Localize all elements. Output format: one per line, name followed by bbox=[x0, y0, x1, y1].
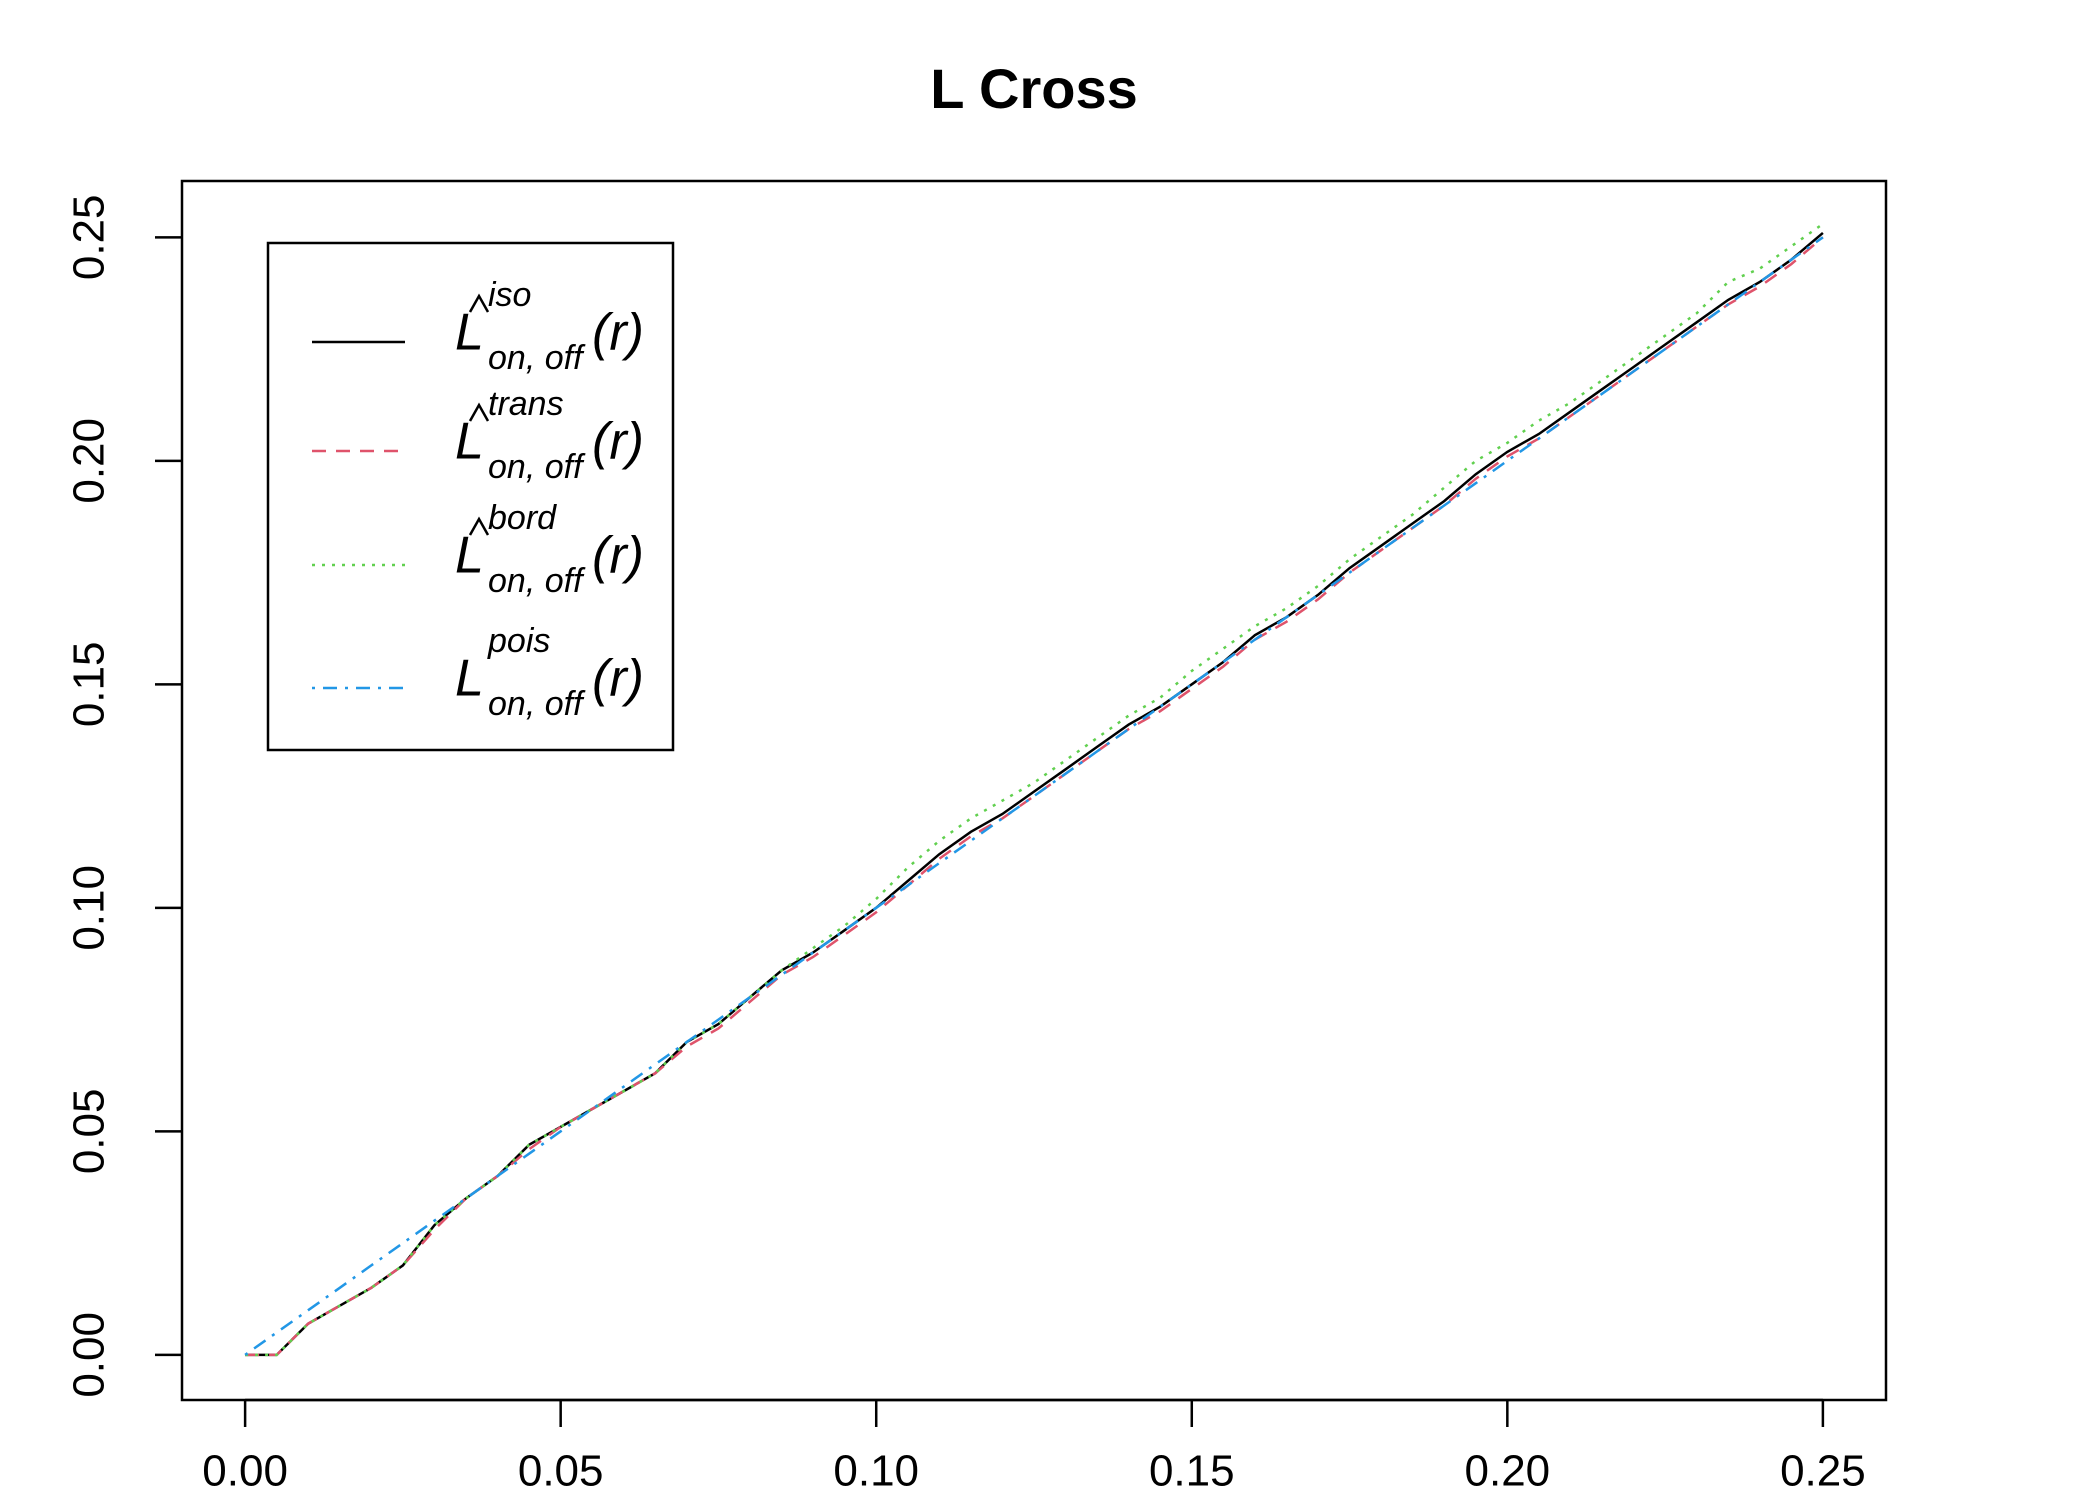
legend-sub: on, off bbox=[488, 448, 586, 486]
legend-label: L bbox=[455, 527, 484, 585]
y-tick-label: 0.00 bbox=[65, 1312, 114, 1398]
legend-hat bbox=[468, 293, 490, 313]
legend-label: L bbox=[455, 413, 484, 471]
legend-arg: (r) bbox=[592, 304, 644, 362]
legend-label: L bbox=[455, 304, 484, 362]
x-tick-label: 0.05 bbox=[518, 1447, 604, 1496]
legend-hat bbox=[468, 516, 490, 536]
legend-arg: (r) bbox=[592, 527, 644, 585]
x-tick-label: 0.00 bbox=[202, 1447, 288, 1496]
legend-sup: bord bbox=[488, 499, 557, 537]
x-tick-label: 0.10 bbox=[833, 1447, 919, 1496]
legend-sup: pois bbox=[487, 622, 550, 660]
legend-sup: iso bbox=[488, 276, 531, 314]
legend-box bbox=[266, 241, 675, 752]
legend-arg: (r) bbox=[592, 650, 644, 708]
y-tick-label: 0.05 bbox=[65, 1089, 114, 1175]
legend-sub: on, off bbox=[488, 685, 586, 723]
legend-sup: trans bbox=[488, 385, 564, 423]
x-tick-label: 0.20 bbox=[1465, 1447, 1551, 1496]
x-tick-label: 0.25 bbox=[1780, 1447, 1866, 1496]
legend-arg: (r) bbox=[592, 413, 644, 471]
legend-sub: on, off bbox=[488, 562, 586, 600]
legend-sub: on, off bbox=[488, 339, 586, 377]
y-tick-label: 0.10 bbox=[65, 865, 114, 951]
legend-hat bbox=[468, 402, 490, 422]
y-tick-label: 0.15 bbox=[65, 642, 114, 728]
chart-title: L Cross bbox=[930, 57, 1137, 120]
legend-label: L bbox=[455, 650, 484, 708]
y-tick-label: 0.25 bbox=[65, 195, 114, 281]
y-tick-label: 0.20 bbox=[65, 418, 114, 504]
series-line bbox=[245, 231, 1824, 1357]
x-tick-label: 0.15 bbox=[1149, 1447, 1235, 1496]
